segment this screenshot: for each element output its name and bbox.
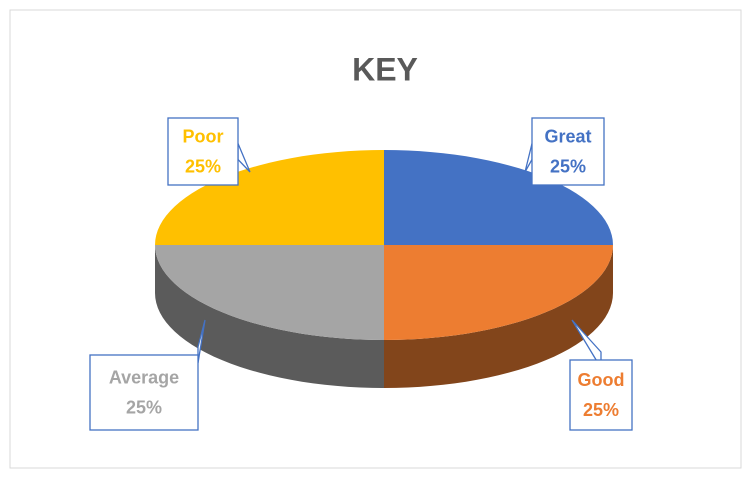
- label-value: 25%: [550, 156, 586, 176]
- label-value: 25%: [185, 156, 221, 176]
- label-name: Average: [109, 367, 179, 387]
- chart-title: KEY: [352, 51, 418, 87]
- label-name: Good: [578, 370, 625, 390]
- slice-side: [384, 245, 613, 388]
- slice: [155, 150, 384, 245]
- label-name: Great: [544, 126, 591, 146]
- label-name: Poor: [182, 126, 223, 146]
- label-value: 25%: [583, 400, 619, 420]
- slice: [384, 150, 613, 245]
- callout-box: [531, 117, 605, 186]
- label-value: 25%: [126, 397, 162, 417]
- callout-box: [89, 354, 199, 431]
- slice: [384, 245, 613, 340]
- callout-box: [167, 117, 239, 186]
- slice-side: [155, 245, 384, 388]
- callout-box: [569, 359, 633, 431]
- slice: [155, 245, 384, 340]
